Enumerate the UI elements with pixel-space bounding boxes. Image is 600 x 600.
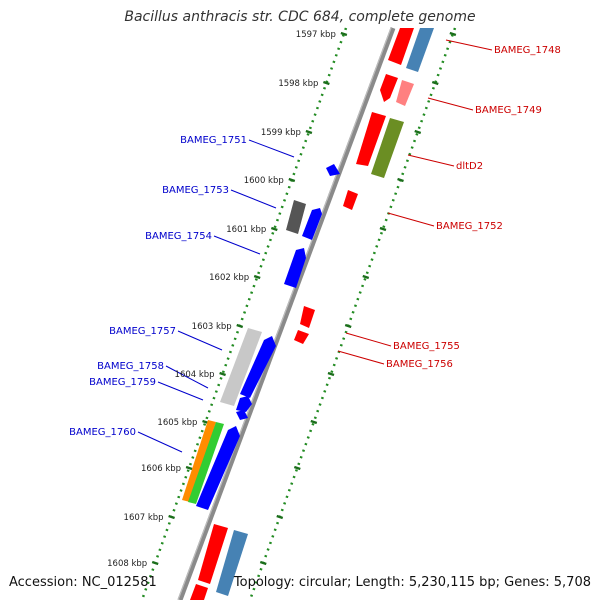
gene-bameg-1755[interactable] xyxy=(300,306,315,328)
ruler-tick-mark xyxy=(379,226,387,232)
forward-label-connector xyxy=(445,39,493,51)
gene-bottom-red[interactable] xyxy=(198,524,228,584)
ruler-tick-mark xyxy=(219,371,226,377)
ruler-tick-label: 1608 kbp xyxy=(107,559,147,569)
gene-bameg-1748[interactable] xyxy=(388,28,414,65)
ruler-tick-mark xyxy=(344,323,352,329)
ruler-tick-label: 1603 kbp xyxy=(192,322,232,332)
reverse-label-connector xyxy=(137,431,183,453)
gene-bameg-1749-b[interactable] xyxy=(396,80,414,106)
ruler-tick-label: 1599 kbp xyxy=(261,128,301,138)
ruler-tick-mark xyxy=(168,514,175,520)
ruler-tick-label: 1601 kbp xyxy=(226,225,266,235)
reverse-label-connector xyxy=(213,235,261,255)
reverse-label-connector xyxy=(248,139,295,158)
reverse-gene-label[interactable]: BAMEG_1753 xyxy=(162,185,229,196)
ruler-tick-label: 1607 kbp xyxy=(124,513,164,523)
ruler-tick-label: 1606 kbp xyxy=(141,464,181,474)
ruler-tick-mark xyxy=(431,80,439,86)
reverse-strand-features xyxy=(182,164,340,510)
gene-bameg-1756[interactable] xyxy=(294,330,309,344)
ruler-tick-mark xyxy=(185,465,193,471)
reverse-gene-label[interactable]: BAMEG_1759 xyxy=(89,377,156,388)
gene-dltd2[interactable] xyxy=(371,118,404,178)
gene-bameg-1751[interactable] xyxy=(326,164,340,176)
ruler-tick-mark xyxy=(449,31,457,37)
ruler-tick-label: 1602 kbp xyxy=(209,273,249,283)
ruler-tick-mark xyxy=(259,560,267,566)
forward-gene-label[interactable]: BAMEG_1756 xyxy=(386,359,453,370)
gene-bameg-1752[interactable] xyxy=(343,190,358,210)
gene-bameg-1760[interactable] xyxy=(196,426,240,510)
ruler-tick-mark xyxy=(305,129,313,135)
reverse-label-connector xyxy=(177,330,223,351)
forward-gene-label[interactable]: dltD2 xyxy=(456,161,483,172)
ruler-tick-mark xyxy=(253,274,261,280)
forward-label-connector xyxy=(387,212,435,227)
gene-bottom-red-2[interactable] xyxy=(190,584,208,600)
ruler-tick-mark xyxy=(293,465,301,471)
reverse-gene-label[interactable]: BAMEG_1760 xyxy=(69,427,136,438)
map-title: Bacillus anthracis str. CDC 684, complet… xyxy=(124,9,476,25)
gene-dltd2-a[interactable] xyxy=(356,112,386,166)
ruler-tick-mark xyxy=(340,31,348,37)
reverse-gene-label[interactable]: BAMEG_1757 xyxy=(109,326,176,337)
ruler-tick-mark xyxy=(288,177,296,183)
gene-bameg-1753-b[interactable] xyxy=(302,208,322,240)
forward-label-connector xyxy=(337,350,385,365)
gene-bameg-1753[interactable] xyxy=(286,200,306,234)
forward-strand-features xyxy=(190,28,434,600)
forward-gene-label[interactable]: BAMEG_1748 xyxy=(494,45,561,56)
gene-bameg-1760-orange[interactable] xyxy=(182,420,216,502)
reverse-label-connector xyxy=(230,189,277,209)
rna-bameg-1748[interactable] xyxy=(406,28,434,72)
ruler-tick-mark xyxy=(322,80,330,86)
gene-bameg-1759[interactable] xyxy=(236,410,248,420)
gene-bameg-1757-b[interactable] xyxy=(240,336,276,398)
ruler-tick-mark xyxy=(151,560,159,566)
reverse-label-connector xyxy=(157,381,204,401)
reverse-gene-label[interactable]: BAMEG_1751 xyxy=(180,135,247,146)
gene-bameg-1749[interactable] xyxy=(380,74,398,102)
rna-bottom[interactable] xyxy=(216,530,248,596)
reverse-label-connector xyxy=(165,365,209,389)
accession-text: Accession: NC_012581 xyxy=(9,575,157,590)
gene-bameg-1757[interactable] xyxy=(220,328,262,406)
ruler-tick-mark xyxy=(310,419,318,425)
ruler-tick-mark xyxy=(414,129,422,135)
ruler-tick-label: 1605 kbp xyxy=(157,418,197,428)
ruler-tick-label: 1597 kbp xyxy=(296,30,336,40)
forward-label-connector xyxy=(407,154,455,167)
forward-label-connector xyxy=(427,97,474,111)
forward-gene-label[interactable]: BAMEG_1755 xyxy=(393,341,460,352)
ruler-tick-mark xyxy=(236,323,244,329)
ruler-tick-mark xyxy=(270,226,278,232)
ruler-tick-mark xyxy=(362,274,370,280)
ruler-tick-mark xyxy=(397,177,404,183)
genome-backbone xyxy=(177,27,396,600)
gene-bameg-1754[interactable] xyxy=(284,248,306,288)
ruler-tick-label: 1604 kbp xyxy=(175,370,215,380)
ruler-tick-label: 1600 kbp xyxy=(244,176,284,186)
topology-text: Topology: circular; Length: 5,230,115 bp… xyxy=(233,575,591,590)
forward-gene-label[interactable]: BAMEG_1749 xyxy=(475,105,542,116)
reverse-gene-label[interactable]: BAMEG_1758 xyxy=(97,361,164,372)
ruler-tick-mark xyxy=(276,514,284,520)
reverse-gene-label[interactable]: BAMEG_1754 xyxy=(145,231,212,242)
forward-label-connector xyxy=(345,332,392,347)
outer-ruler-line xyxy=(248,27,457,600)
gene-bameg-1758[interactable] xyxy=(236,396,252,412)
gene-bameg-1760-green[interactable] xyxy=(188,422,224,504)
ruler-tick-mark xyxy=(327,371,335,377)
inner-ruler-line xyxy=(140,27,348,600)
ruler-tick-label: 1598 kbp xyxy=(278,79,318,89)
forward-gene-label[interactable]: BAMEG_1752 xyxy=(436,221,503,232)
